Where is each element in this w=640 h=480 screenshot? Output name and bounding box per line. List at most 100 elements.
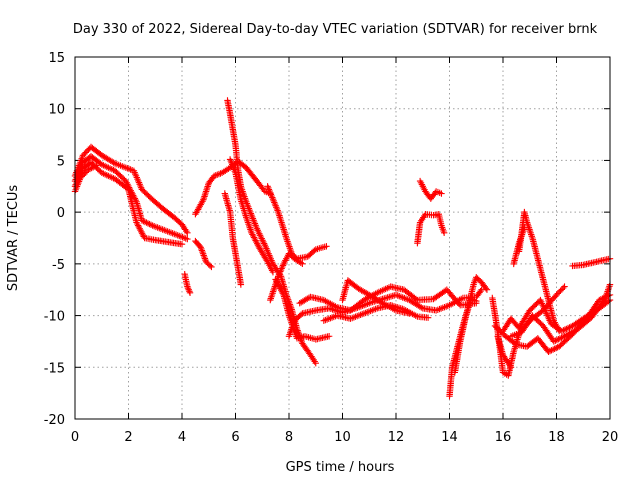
data-point-marks [545,344,561,355]
series-track-20 [446,274,491,400]
y-tick-label: 5 [57,154,65,169]
data-point-marks [87,143,104,158]
data-point-marks [443,286,463,307]
data-point-marks [507,364,515,371]
data-point-marks [221,190,233,214]
x-tick-label: 0 [71,430,79,445]
x-tick-label: 4 [178,430,186,445]
x-tick-label: 16 [495,430,512,445]
data-point-marks [283,234,295,255]
data-point-marks [275,262,287,280]
data-point-marks [98,152,117,166]
data-point-marks [226,156,238,175]
data-point-marks [229,126,239,147]
data-point-marks [93,162,100,169]
data-point-marks [237,183,249,204]
data-point-marks [299,260,306,268]
x-tick-label: 8 [285,430,293,445]
data-point-marks [111,160,128,171]
data-point-marks [237,281,245,288]
data-point-marks [507,329,524,340]
data-point-marks [491,322,508,339]
data-point-marks [149,196,166,212]
data-point-marks [275,208,289,240]
data-point-marks [192,198,206,218]
y-tick-label: 15 [48,51,65,66]
data-point-marks [438,222,447,235]
data-point-marks [502,333,519,347]
data-point-marks [301,333,318,342]
series-track-7 [192,237,215,271]
data-point-marks [85,163,98,173]
data-point-marks [432,188,443,196]
series-track-9 [226,156,277,276]
data-point-marks [285,250,297,261]
data-point-marks [248,212,260,231]
data-point-marks [285,319,297,340]
data-point-marks [400,306,419,319]
data-point-marks [427,189,439,202]
data-point-marks [499,369,510,378]
series-track-19 [414,211,448,247]
data-point-marks [253,177,267,194]
data-point-marks [226,110,236,131]
data-point-marks [224,97,233,116]
data-point-marks [77,167,91,182]
data-point-marks [87,153,104,167]
data-point-marks [473,288,484,301]
data-point-marks [184,283,193,295]
data-series [71,97,614,400]
data-point-marks [320,313,339,324]
data-point-marks [561,283,568,290]
data-point-marks [98,161,117,174]
data-point-marks [515,308,532,332]
data-point-marks [243,164,259,183]
data-point-marks [539,276,552,302]
x-tick-label: 10 [334,430,351,445]
data-point-marks [205,174,217,187]
data-point-marks [416,212,428,226]
data-point-marks [347,298,366,314]
data-point-marks [261,188,272,196]
y-tick-label: 0 [57,206,65,221]
data-point-marks [478,286,485,293]
data-point-marks [280,291,292,317]
y-tick-label: -20 [44,413,65,428]
data-point-marks [473,274,484,285]
data-point-marks [387,302,406,312]
data-point-marks [537,296,554,326]
series-track-26 [491,291,614,355]
data-point-marks [208,263,215,271]
series-track-5 [181,271,194,297]
data-point-marks [299,340,313,357]
data-point-marks [181,271,191,288]
data-point-marks [264,258,276,274]
x-tick-label: 14 [441,430,458,445]
y-tick-label: -15 [44,361,65,376]
data-point-marks [323,243,330,250]
x-tick-label: 12 [388,430,405,445]
data-point-marks [430,211,441,219]
series-track-12 [267,250,306,304]
data-point-marks [202,258,214,269]
x-tick-label: 20 [602,430,619,445]
data-point-marks [229,234,239,255]
data-point-marks [344,277,361,291]
y-tick-label: -5 [52,258,65,273]
data-point-marks [186,289,194,297]
data-point-marks [553,284,567,299]
x-axis-label: GPS time / hours [286,460,395,475]
series-track-8 [224,97,319,367]
data-point-marks [133,198,145,222]
data-point-marks [111,167,128,183]
data-point-marks [510,241,522,268]
data-point-marks [312,305,331,314]
data-point-marks [414,295,435,304]
data-point-marks [424,314,432,321]
y-axis-label: SDTVAR / TECUs [6,185,21,292]
data-point-marks [149,222,168,234]
chart-title: Day 330 of 2022, Sidereal Day-to-day VTE… [73,22,598,37]
data-point-marks [243,198,255,217]
data-point-marks [269,268,277,276]
